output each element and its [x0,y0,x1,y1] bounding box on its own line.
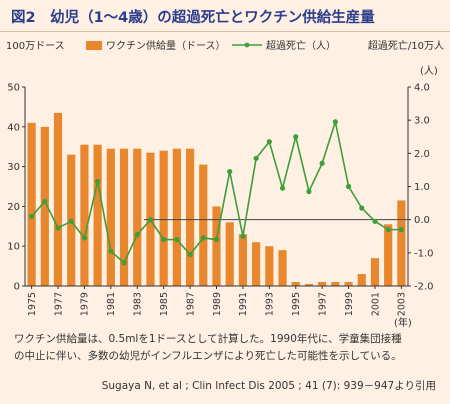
bar-2003 [397,200,406,286]
mortality-point-1977 [55,225,61,231]
mortality-point-1982 [121,260,127,266]
right-tick-label-1.0: 1.0 [414,182,430,193]
mortality-point-2001 [372,218,378,224]
bar-1981 [106,148,115,286]
mortality-point-2003 [398,227,404,233]
source-citation: Sugaya N, et al ; Clin Infect Dis 2005 ;… [101,380,436,392]
x-tick-label-1991: 1991 [238,292,249,316]
mortality-point-1993 [266,139,272,145]
left-axis-unit: 100万ドース [6,41,65,52]
legend-bar-label: ワクチン供給量（ドース） [106,39,226,52]
left-tick-label-30: 30 [7,162,20,173]
right-tick-label--2.0: -2.0 [414,282,434,293]
bar-1992 [252,242,261,286]
mortality-point-1991 [240,233,246,239]
mortality-point-1988 [200,235,206,241]
mortality-point-1986 [174,236,180,243]
caption: ワクチン供給量は、0.5mlを1ドースとして計算した。1990年代に、学童集団接… [14,331,444,365]
x-tick-label-2001: 2001 [370,292,381,316]
mortality-point-1985 [161,236,167,243]
mortality-point-1994 [279,185,286,191]
x-tick-label-1995: 1995 [291,292,302,316]
figure-title: 図2 幼児（1～4歳）の超過死亡とワクチン供給生産量 [11,10,375,26]
x-tick-label-1975: 1975 [27,292,38,316]
left-tick-label-0: 0 [14,282,20,293]
x-tick-label-1977: 1977 [53,292,64,316]
right-axis-marker: (人) [420,65,438,77]
right-tick-label-2.0: 2.0 [414,149,430,160]
mortality-point-1990 [227,168,233,175]
caption-line-1: ワクチン供給量は、0.5mlを1ドースとして計算した。1990年代に、学童集団接… [14,333,402,345]
bar-1995 [291,282,300,286]
mortality-point-1999 [345,183,352,190]
bar-1990 [225,222,234,286]
x-tick-label-1987: 1987 [185,292,196,316]
left-tick-label-50: 50 [7,83,20,94]
bar-1987 [185,148,195,286]
mortality-point-1989 [213,236,220,243]
right-axis-unit: 超過死亡/10万人 [368,39,444,52]
x-tick-label-1993: 1993 [265,292,276,316]
bar-1994 [278,250,287,286]
bar-1975 [27,122,36,286]
bar-1991 [238,234,248,286]
bar-1979 [80,144,89,286]
left-tick-label-20: 20 [7,202,20,213]
x-tick-label-2003: 2003 [397,292,408,316]
bar-1986 [172,148,181,286]
legend-line-label: 超過死亡（人） [266,39,336,52]
x-tick-label-1983: 1983 [133,292,144,316]
legend-line-marker [244,42,250,48]
right-tick-label-4.0: 4.0 [414,83,430,94]
mortality-point-1992 [253,155,259,161]
x-axis-unit: (年) [394,316,412,329]
chart: 100万ドース ワクチン供給量（ドース） 超過死亡（人） 超過死亡/10万人(人)01… [6,39,444,329]
x-tick-label-1979: 1979 [80,292,91,316]
right-tick-label-3.0: 3.0 [414,116,430,127]
mortality-point-1975 [29,213,35,219]
mortality-point-1998 [332,119,338,125]
right-tick-label--1.0: -1.0 [414,248,434,259]
mortality-point-1995 [293,134,299,140]
x-tick-label-1989: 1989 [212,292,223,316]
bar-1985 [159,150,168,286]
bar-1980 [93,144,102,286]
title-bar: 図2 幼児（1～4歳）の超過死亡とワクチン供給生産量 [0,0,450,32]
bar-1993 [265,246,274,286]
bar-2001 [370,258,380,286]
bar-2002 [384,224,393,286]
bar-1997 [318,282,327,286]
left-tick-label-10: 10 [7,242,20,253]
bar-1988 [199,164,208,286]
x-tick-label-1997: 1997 [317,292,328,316]
caption-line-2: の中止に伴い、多数の幼児がインフルエンザにより死亡した可能性を示している。 [14,350,402,362]
right-tick-label-0.0: 0.0 [414,215,430,226]
mortality-point-1997 [319,160,325,166]
bar-1977 [53,112,63,287]
mortality-point-1996 [306,188,312,195]
mortality-point-1976 [42,198,48,205]
mortality-point-1983 [134,231,140,238]
x-tick-label-1985: 1985 [159,292,170,316]
mortality-point-1979 [81,235,88,241]
bar-1996 [304,284,314,286]
mortality-point-2002 [385,227,391,233]
bar-1982 [119,148,129,286]
bar-1989 [212,206,221,286]
mortality-point-1978 [68,218,74,224]
left-tick-label-40: 40 [7,122,20,133]
mortality-point-1984 [147,217,154,223]
mortality-point-1981 [108,248,114,254]
mortality-point-1987 [187,251,193,258]
mortality-point-1980 [95,178,101,185]
mortality-point-2000 [359,205,365,211]
bar-1999 [344,282,353,286]
x-tick-label-1999: 1999 [344,292,355,316]
bar-1998 [331,282,340,286]
legend-bar-swatch [86,41,102,50]
x-tick-label-1981: 1981 [106,292,117,316]
bar-1983 [133,148,142,286]
bar-2000 [357,274,366,286]
bar-1976 [40,126,49,286]
